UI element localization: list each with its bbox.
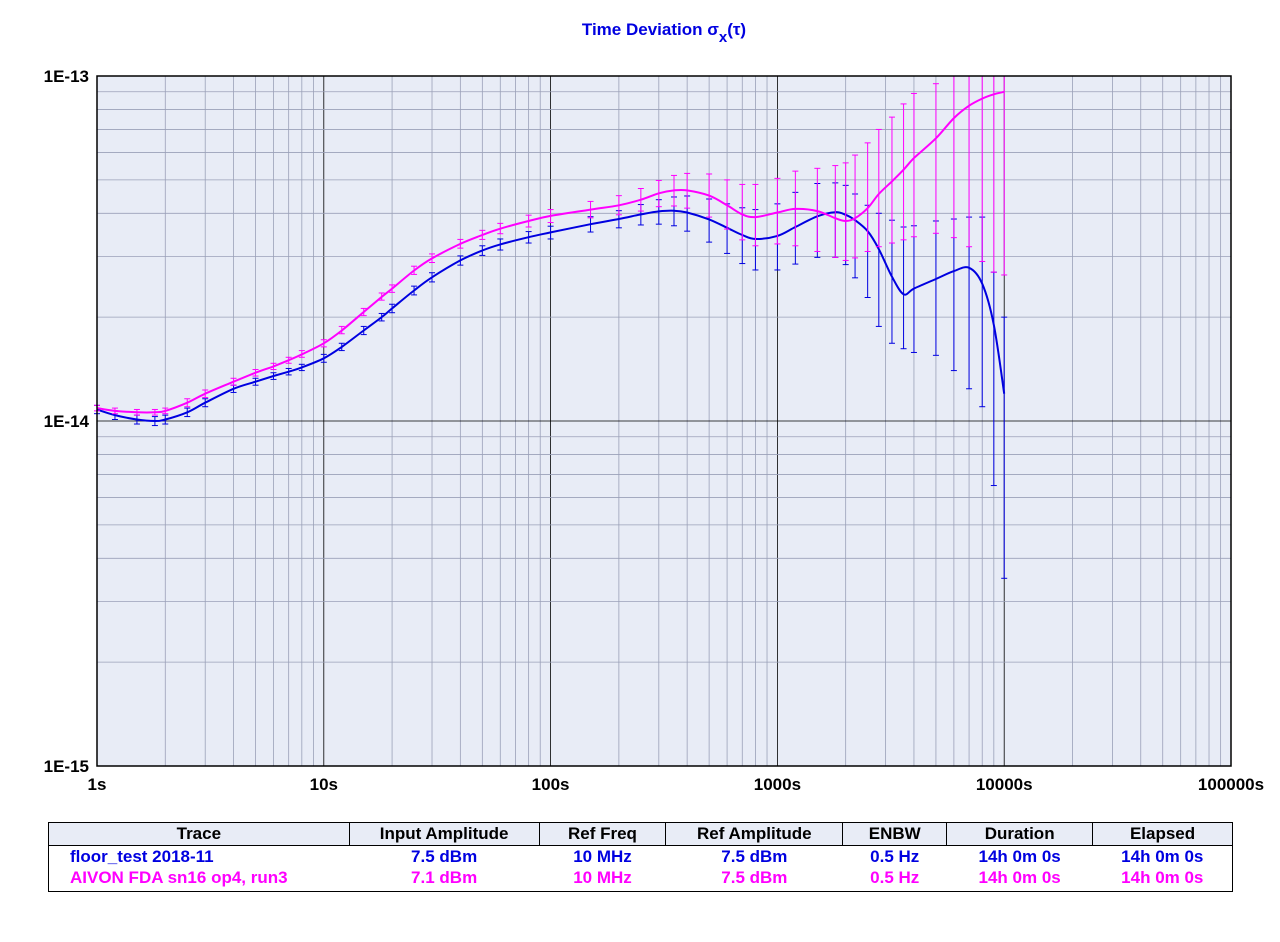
chart-title-main: Time Deviation σ: [582, 20, 719, 39]
x-tick-label: 10s: [310, 775, 338, 794]
series-line: [96, 209, 1006, 423]
x-tick-label: 1000s: [754, 775, 801, 794]
legend-header-elapsed: Elapsed: [1092, 822, 1233, 846]
series-2: [94, 75, 1008, 416]
chart-marks: [94, 75, 1008, 579]
legend-trace: AIVON FDA sn16 op4, run3: [70, 868, 288, 887]
chart-title: Time Deviation σx(τ): [582, 20, 746, 46]
legend-row-floor-test: floor_test 2018-11 7.5 dBm 10 MHz 7.5 dB…: [49, 846, 1233, 868]
legend-duration: 14h 0m 0s: [978, 868, 1061, 887]
x-tick-label: 100000s: [1198, 775, 1264, 794]
legend-row-aivon: AIVON FDA sn16 op4, run3 7.1 dBm 10 MHz …: [49, 867, 1233, 892]
legend-header-row: Trace Input Amplitude Ref Freq Ref Ampli…: [48, 822, 1233, 846]
legend-ref-amplitude: 7.5 dBm: [721, 868, 788, 887]
legend-enbw: 0.5 Hz: [870, 847, 920, 866]
y-tick-label: 1E-14: [44, 412, 90, 431]
legend-input-amplitude: 7.1 dBm: [411, 868, 478, 887]
legend-header-duration: Duration: [946, 822, 1094, 846]
y-tick-labels: 1E-13 1E-14 1E-15: [44, 67, 90, 776]
legend-header-trace: Trace: [48, 822, 350, 846]
x-tick-label: 100s: [532, 775, 570, 794]
legend-duration: 14h 0m 0s: [978, 847, 1061, 866]
legend-header-ref-amplitude: Ref Amplitude: [665, 822, 844, 846]
chart-title-sub: x: [719, 29, 728, 46]
legend-input-amplitude: 7.5 dBm: [411, 847, 478, 866]
legend-ref-amplitude: 7.5 dBm: [721, 847, 788, 866]
x-tick-label: 1s: [88, 775, 107, 794]
legend-enbw: 0.5 Hz: [870, 868, 920, 887]
legend-elapsed: 14h 0m 0s: [1121, 868, 1204, 887]
legend-table: Trace Input Amplitude Ref Freq Ref Ampli…: [48, 822, 1233, 892]
legend-ref-freq: 10 MHz: [573, 868, 632, 887]
x-tick-label: 10000s: [976, 775, 1033, 794]
y-tick-label: 1E-13: [44, 67, 89, 86]
x-tick-labels: 1s 10s 100s 1000s 10000s 100000s: [88, 775, 1265, 794]
legend-trace: floor_test 2018-11: [70, 847, 214, 866]
legend-header-input-amplitude: Input Amplitude: [348, 822, 540, 846]
legend-elapsed: 14h 0m 0s: [1121, 847, 1204, 866]
y-tick-label: 1E-15: [44, 757, 89, 776]
chart-title-tail: (τ): [727, 20, 746, 39]
legend-header-enbw: ENBW: [842, 822, 948, 846]
legend-header-ref-freq: Ref Freq: [538, 822, 667, 846]
grid: [96, 76, 1231, 767]
legend-ref-freq: 10 MHz: [573, 847, 632, 866]
series-line: [96, 90, 1005, 414]
plot-frame: [96, 75, 1232, 767]
